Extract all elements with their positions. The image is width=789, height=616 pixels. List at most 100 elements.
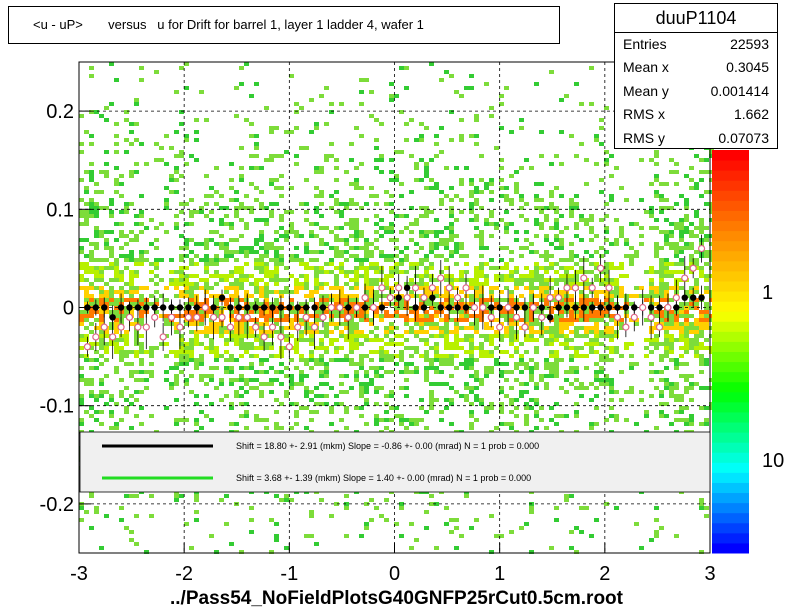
plot-title: <u - uP> versus u for Drift for barrel 1…	[8, 6, 560, 44]
y-tick-label: 0.2	[46, 101, 74, 123]
stats-label: Mean y	[623, 82, 669, 99]
y-tick-label: 0	[63, 298, 74, 320]
profile-point	[403, 294, 411, 302]
profile-point	[605, 304, 613, 311]
profile-point	[252, 323, 260, 331]
profile-point	[285, 343, 293, 351]
stats-value: 0.3045	[726, 59, 769, 76]
profile-point	[101, 304, 108, 311]
profile-point	[310, 323, 319, 331]
profile-point	[361, 294, 369, 302]
profile-point	[302, 313, 310, 321]
profile-point	[294, 323, 302, 331]
profile-point	[597, 304, 604, 311]
profile-point	[504, 303, 512, 312]
profile-point	[411, 284, 420, 292]
profile-point	[84, 304, 91, 311]
profile-point	[521, 323, 529, 331]
profile-point	[235, 313, 243, 321]
stats-row: RMS x 1.662	[615, 103, 777, 126]
profile-point	[286, 304, 293, 311]
profile-point	[277, 304, 285, 311]
stats-row: Mean x 0.3045	[615, 56, 777, 79]
file-path: ../Pass54_NoFieldPlotsG40GNFP25rCut0.5cm…	[170, 588, 623, 609]
profile-point	[546, 294, 554, 302]
profile-point	[572, 304, 579, 311]
profile-point	[134, 304, 142, 311]
profile-point	[487, 313, 495, 321]
x-tick-label: 3	[704, 563, 715, 585]
profile-point	[125, 313, 134, 321]
profile-point	[117, 323, 125, 331]
y-tick-label: -0.2	[40, 494, 74, 516]
profile-point	[630, 313, 638, 321]
profile-point	[496, 323, 504, 331]
profile-point	[664, 303, 672, 312]
stats-value: 1.662	[733, 106, 769, 123]
profile-point	[294, 304, 301, 311]
y-tick-label: 0.1	[46, 199, 74, 221]
x-tick-label: 2	[599, 563, 610, 585]
profile-point	[554, 294, 563, 302]
profile-point	[369, 303, 378, 312]
stats-name: duuP1104	[615, 4, 777, 33]
profile-point	[226, 323, 235, 331]
profile-point	[529, 303, 537, 312]
profile-point	[698, 294, 705, 301]
profile-point	[580, 274, 588, 282]
profile-point	[378, 284, 386, 292]
profile-point	[92, 333, 100, 341]
legend-text: Shift = 18.80 +- 2.91 (mkm) Slope = -0.8…	[236, 441, 539, 451]
x-tick-label: 0	[389, 563, 400, 585]
heatmap-cells	[79, 62, 714, 554]
profile-point	[159, 333, 167, 341]
profile-point	[395, 284, 403, 292]
stats-row: RMS y 0.07073	[615, 127, 777, 150]
profile-point	[437, 304, 444, 311]
profile-point	[327, 303, 335, 312]
profile-point	[689, 264, 697, 272]
profile-point	[109, 333, 117, 341]
profile-point	[142, 323, 150, 331]
stats-label: Mean x	[623, 59, 669, 76]
profile-point	[655, 323, 664, 331]
profile-point	[268, 323, 277, 331]
profile-point	[176, 323, 184, 331]
axes: -3 -2 -1 0 1 2 3 -0.2 -0.1 0 0.1 0.2	[40, 101, 716, 585]
profile-points	[83, 234, 706, 359]
profile-point	[580, 304, 587, 311]
stats-label: Entries	[623, 36, 667, 52]
profile-point	[353, 303, 361, 312]
profile-point	[428, 284, 436, 292]
profile-point	[260, 333, 268, 341]
profile-point	[697, 244, 706, 253]
x-tick-label: 1	[494, 563, 505, 585]
profile-point	[134, 323, 142, 331]
stats-box: duuP1104 Entries 22593 Mean x 0.3045 Mean y 0…	[614, 3, 778, 149]
profile-point	[117, 304, 125, 311]
stats-row: Mean y 0.001414	[615, 80, 777, 103]
palette-tick-label: 10	[762, 450, 784, 472]
profile-point	[210, 313, 218, 321]
profile-point	[622, 323, 630, 331]
profile-point	[100, 323, 108, 331]
profile-point	[656, 304, 663, 311]
profile-point	[184, 313, 192, 321]
profile-point	[454, 294, 462, 302]
profile-point	[218, 313, 226, 321]
stats-value: 0.07073	[718, 129, 769, 146]
profile-point	[92, 304, 100, 311]
profile-point	[151, 313, 159, 321]
profile-point	[588, 284, 596, 292]
profile-point	[319, 313, 327, 321]
profile-point	[167, 313, 176, 321]
stats-label: RMS x	[623, 106, 665, 123]
profile-point	[420, 294, 428, 302]
stats-value: 0.001414	[710, 82, 769, 99]
profile-point	[521, 304, 529, 311]
stats-row: Entries 22593	[615, 33, 777, 56]
stats-value: 22593	[730, 36, 769, 52]
profile-point	[639, 303, 647, 312]
profile-point	[538, 313, 546, 321]
profile-point	[622, 304, 630, 311]
